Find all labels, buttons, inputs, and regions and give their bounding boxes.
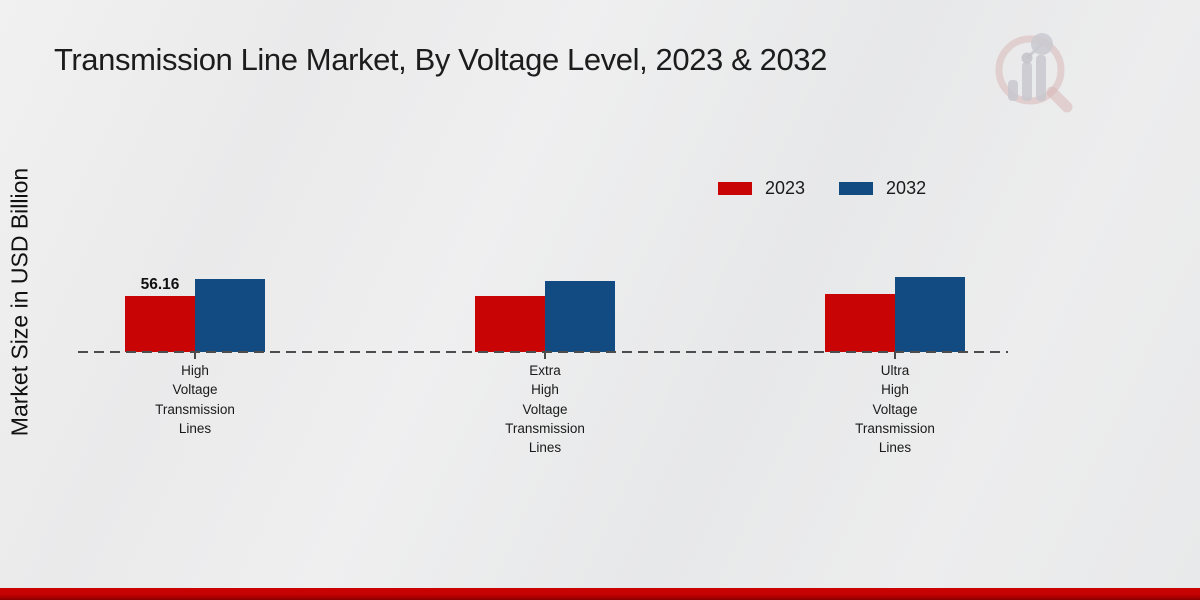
legend-swatch-2023 [718, 182, 752, 195]
x-axis-category-label: High Voltage Transmission Lines [155, 363, 235, 436]
legend-label-2032: 2032 [886, 178, 927, 198]
bar-2023-category-3 [825, 293, 895, 352]
legend-item-2032: 2032 [839, 178, 926, 199]
bar-data-label: 56.16 [140, 275, 180, 293]
bar-2032-category-1 [195, 279, 265, 352]
bar-2023-category-2 [475, 296, 545, 352]
legend-label-2023: 2023 [765, 178, 806, 198]
x-axis-category-label: Extra High Voltage Transmission Lines [505, 363, 585, 456]
x-axis-baseline [78, 351, 1008, 353]
x-axis-tick [194, 352, 196, 359]
magnifier-bar-chart-logo-icon [995, 33, 1073, 113]
bar-2032-category-3 [895, 276, 965, 352]
x-axis-category-label: Ultra High Voltage Transmission Lines [855, 363, 935, 456]
legend: 2023 2032 [718, 178, 926, 199]
legend-item-2023: 2023 [718, 178, 805, 199]
bar-2023-category-1 [125, 295, 195, 352]
x-axis-tick [894, 352, 896, 359]
footer-red-band [0, 588, 1200, 600]
chart-title: Transmission Line Market, By Voltage Lev… [54, 42, 827, 77]
bar-2032-category-2 [545, 280, 615, 352]
legend-swatch-2032 [839, 182, 874, 195]
x-axis-tick [544, 352, 546, 359]
